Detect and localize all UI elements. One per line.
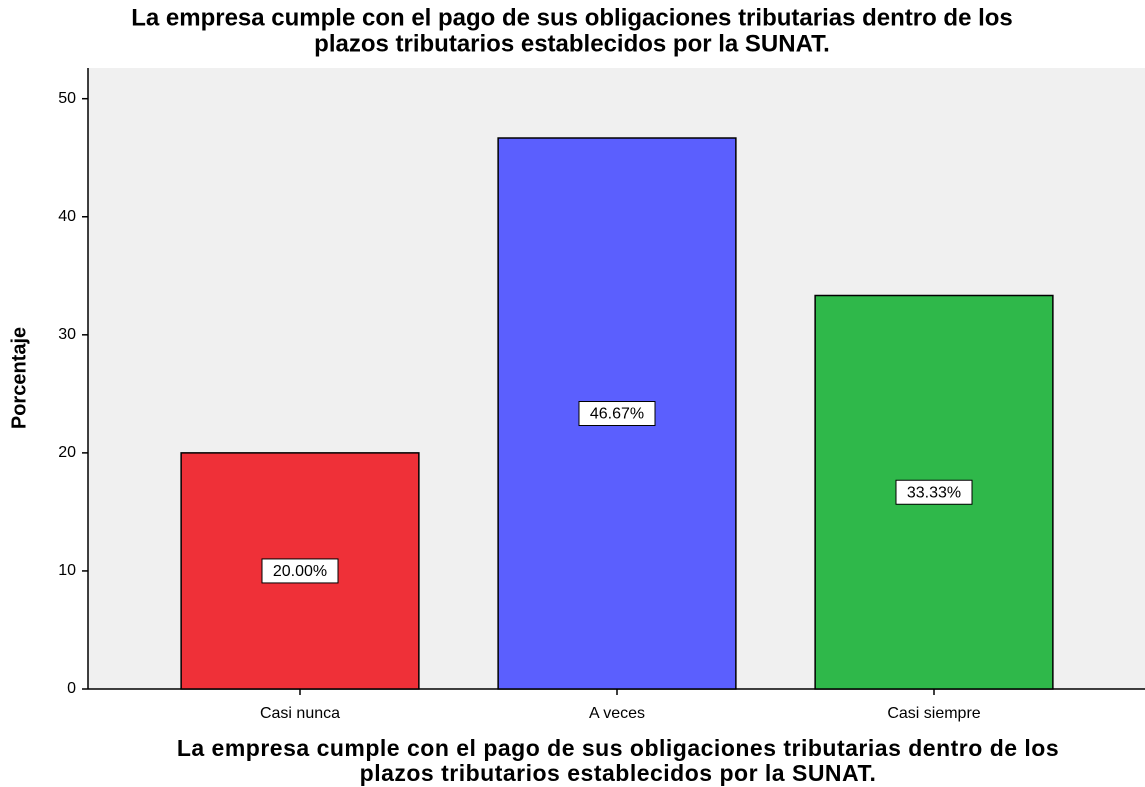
y-tick-label: 40 — [58, 208, 76, 225]
x-axis-label: La empresa cumple con el pago de sus obl… — [177, 735, 1059, 761]
y-tick-label: 0 — [67, 680, 76, 697]
x-axis-label: plazos tributarios establecidos por la S… — [360, 760, 877, 786]
value-label-box — [578, 401, 656, 427]
y-tick-label: 30 — [58, 326, 76, 343]
value-label-box — [895, 479, 973, 505]
y-tick-label: 20 — [58, 444, 76, 461]
y-tick-label: 50 — [58, 90, 76, 107]
value-label: 46.67% — [590, 406, 644, 423]
value-label: 33.33% — [907, 484, 961, 501]
y-tick-label: 10 — [58, 562, 76, 579]
x-tick-label: A veces — [589, 705, 645, 722]
value-label-box — [261, 558, 339, 584]
x-tick-label: Casi nunca — [260, 705, 340, 722]
chart-title: La empresa cumple con el pago de sus obl… — [131, 4, 1013, 31]
chart-title: plazos tributarios establecidos por la S… — [314, 30, 830, 57]
y-axis-label: Porcentaje — [8, 327, 30, 429]
value-label: 20.00% — [273, 563, 327, 580]
x-tick-label: Casi siempre — [887, 705, 980, 722]
